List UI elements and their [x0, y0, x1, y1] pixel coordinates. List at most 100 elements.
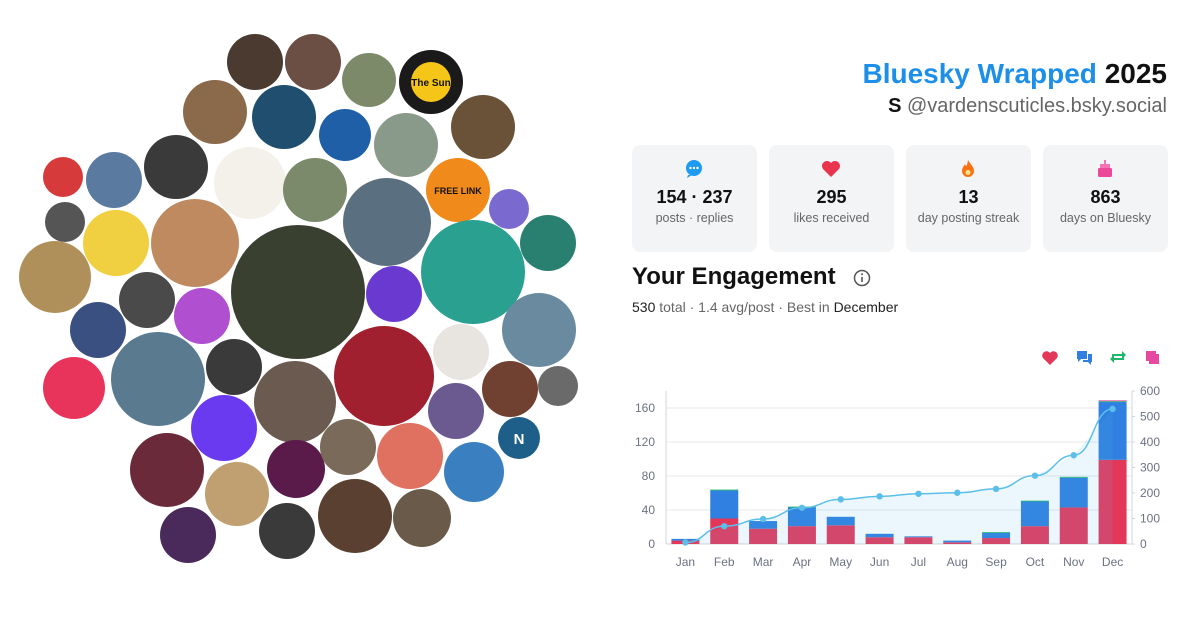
x-tick-label: Jul — [911, 555, 926, 569]
bar — [749, 528, 778, 544]
avatar — [45, 202, 85, 242]
stat-label: days on Bluesky — [1059, 211, 1152, 225]
bar — [826, 525, 855, 544]
legend-icon[interactable] — [1110, 351, 1126, 363]
avatar — [342, 53, 396, 107]
x-tick-label: Oct — [1026, 555, 1045, 569]
avatar — [520, 215, 576, 271]
avatar — [538, 366, 578, 406]
legend-icon[interactable] — [1042, 351, 1058, 365]
avatar — [482, 361, 538, 417]
avatar — [426, 158, 490, 222]
bar — [865, 533, 894, 538]
avatar — [254, 361, 336, 443]
y2-tick-label: 300 — [1140, 461, 1160, 475]
x-tick-label: Sep — [985, 555, 1007, 569]
y2-tick-label: 500 — [1140, 410, 1160, 424]
stat-card: 863 days on Bluesky — [1043, 145, 1168, 252]
line-point — [992, 485, 1000, 493]
avatar — [377, 423, 443, 489]
x-tick-label: Feb — [714, 555, 735, 569]
avatar — [205, 462, 269, 526]
avatar — [43, 157, 83, 197]
avatar — [43, 357, 105, 419]
y2-tick-label: 200 — [1140, 486, 1160, 500]
avatar — [451, 95, 515, 159]
avatar — [214, 147, 286, 219]
chart: 0 40 80 120 160 0 100 200 300 400 500 600 Jan Feb Mar A… — [635, 351, 1160, 569]
avatar — [374, 113, 438, 177]
avatar — [160, 507, 216, 563]
bar — [982, 538, 1011, 544]
bar — [943, 542, 972, 544]
x-tick-label: Jan — [676, 555, 695, 569]
x-tick-label: Apr — [793, 555, 812, 569]
total: 530 — [632, 299, 656, 315]
avatar — [320, 419, 376, 475]
icon — [686, 160, 702, 178]
avatar — [174, 288, 230, 344]
bar — [1020, 501, 1049, 527]
y-tick-label: 160 — [635, 401, 655, 415]
avatar — [366, 266, 422, 322]
section-title: Your Engagement — [632, 263, 836, 290]
y-tick-label: 40 — [642, 503, 656, 517]
avatar — [151, 199, 239, 287]
avatar — [393, 489, 451, 547]
avatar — [421, 220, 525, 324]
bar — [1059, 507, 1088, 544]
bar — [982, 532, 1011, 533]
stat-label: day posting streak — [917, 211, 1020, 225]
avatar — [319, 109, 371, 161]
avatar-cluster: The Sun FREE LINK N — [19, 34, 578, 563]
bar — [1098, 401, 1127, 403]
handle: @vardenscuticles.bsky.social — [906, 95, 1167, 117]
avatar — [19, 241, 91, 313]
avatar — [227, 34, 283, 90]
avatar — [144, 135, 208, 199]
bar — [787, 507, 816, 527]
stat-value: 13 — [958, 187, 979, 207]
avatar-label: N — [514, 431, 525, 448]
stat-value: 154 · 237 — [656, 187, 733, 207]
y2-tick-label: 400 — [1140, 435, 1160, 449]
line-area — [685, 408, 1113, 544]
best-month: December — [833, 299, 899, 315]
bar — [982, 532, 1011, 539]
stat-card: 13 day posting streak — [906, 145, 1031, 252]
legend-icon[interactable] — [1077, 351, 1092, 365]
stat-value: 863 — [1090, 187, 1121, 207]
line-point — [759, 515, 767, 523]
bar — [1098, 400, 1127, 402]
y2-tick-label: 600 — [1140, 384, 1160, 398]
info-icon[interactable] — [852, 268, 872, 288]
avatar — [428, 383, 484, 439]
legend-icon[interactable] — [1146, 351, 1159, 364]
stat-card: 295 likes received — [769, 145, 894, 252]
avatar — [70, 302, 126, 358]
line-point — [954, 489, 961, 496]
y2-tick-label: 0 — [1140, 537, 1147, 551]
summary-text: total · 1.4 avg/post · Best in — [659, 299, 830, 315]
avatar — [489, 189, 529, 229]
avatar — [498, 417, 540, 459]
line-point — [1070, 452, 1077, 459]
avatar — [318, 479, 392, 553]
avatar — [285, 34, 341, 90]
y2-tick-label: 100 — [1140, 512, 1160, 526]
stat-value: 295 — [816, 187, 847, 207]
line-point — [876, 493, 883, 500]
avatar — [433, 324, 489, 380]
line-point — [1109, 405, 1116, 413]
avatar — [502, 293, 576, 367]
icon — [1098, 160, 1112, 177]
line-point — [837, 496, 844, 503]
avatar — [267, 440, 325, 498]
bar — [787, 526, 816, 544]
avatar-detail — [411, 62, 451, 102]
bar — [826, 516, 855, 526]
bar — [1059, 477, 1088, 508]
avatar — [119, 272, 175, 328]
avatar — [206, 339, 262, 395]
line-point — [721, 522, 728, 530]
